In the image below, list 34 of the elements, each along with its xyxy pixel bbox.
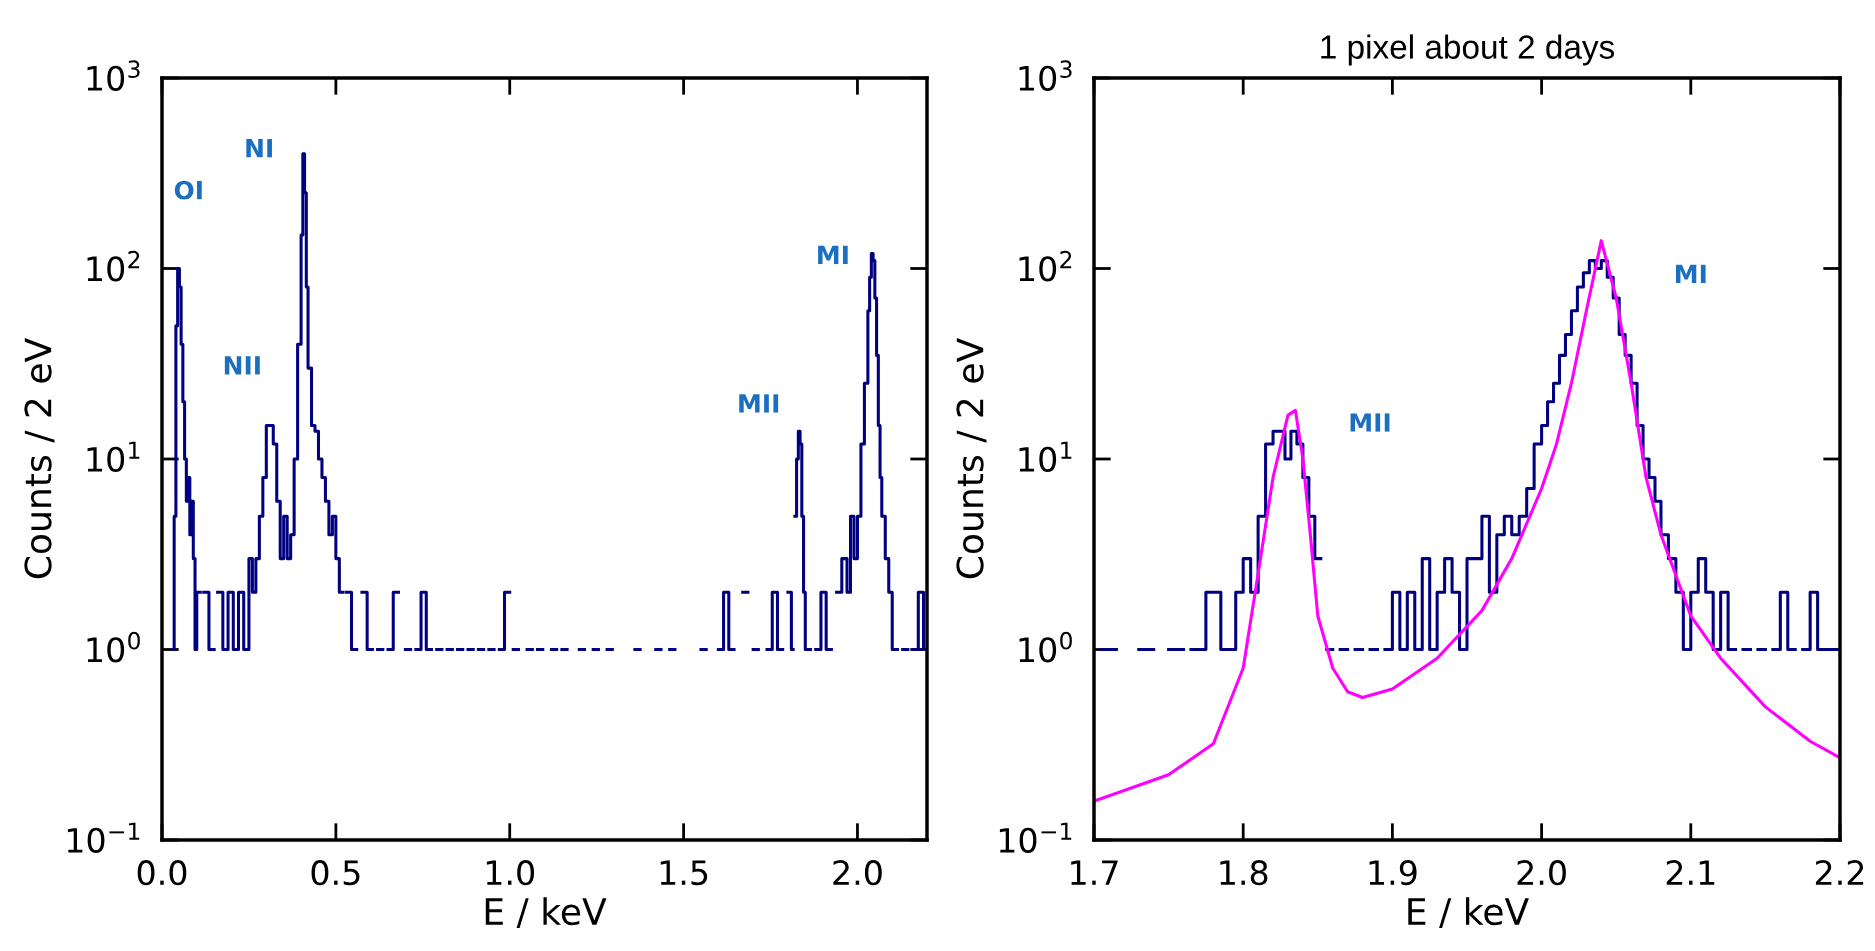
x-tick-label: 2.1	[1666, 860, 1715, 885]
x-axis-title: E / keV	[485, 897, 607, 929]
y-tick-label: 10$^{−1}$	[67, 822, 140, 853]
x-axis-title: E / keV	[1408, 897, 1529, 929]
y-axis-title: Counts / 2 eV	[956, 338, 987, 579]
x-tick-label: 2.0	[1517, 860, 1566, 886]
x-tick-label: 1.5	[660, 860, 708, 886]
x-tick-label: 1.9	[1369, 860, 1417, 886]
y-axis-title: Counts / 2 eV	[24, 338, 55, 579]
y-tick-label: 10$^{0}$	[87, 631, 140, 663]
y-tick-label: 10$^{3}$	[1019, 60, 1072, 91]
y-tick-label: 10$^{−1}$	[999, 822, 1072, 853]
annotation: MII	[739, 394, 779, 413]
annotation: OI	[174, 180, 202, 200]
x-tick-label: 2.0	[833, 860, 882, 886]
annotation: MI	[1676, 264, 1706, 284]
x-tick-label: 1.8	[1220, 860, 1268, 886]
x-tick-label: 1.0	[486, 860, 535, 886]
y-tick-label: 10$^{1}$	[1019, 441, 1072, 472]
y-tick-label: 10$^{3}$	[87, 60, 140, 91]
x-tick-label: 2.2	[1815, 860, 1864, 885]
x-tick-label: 1.7	[1071, 860, 1118, 885]
x-tick-label: 0.5	[311, 860, 360, 886]
x-tick-label: 0.0	[137, 860, 187, 886]
annotation: NII	[224, 356, 260, 375]
y-tick-label: 10$^{2}$	[1019, 250, 1072, 282]
y-tick-label: 10$^{2}$	[87, 250, 140, 282]
annotation: NI	[246, 139, 272, 158]
y-tick-label: 10$^{1}$	[87, 441, 140, 472]
y-tick-label: 10$^{0}$	[1019, 631, 1072, 663]
line-series	[1094, 239, 1840, 803]
annotation: MII	[1350, 413, 1390, 432]
chart-title: 1 pixel about 2 days	[1321, 34, 1615, 66]
annotation: MI	[818, 245, 848, 264]
